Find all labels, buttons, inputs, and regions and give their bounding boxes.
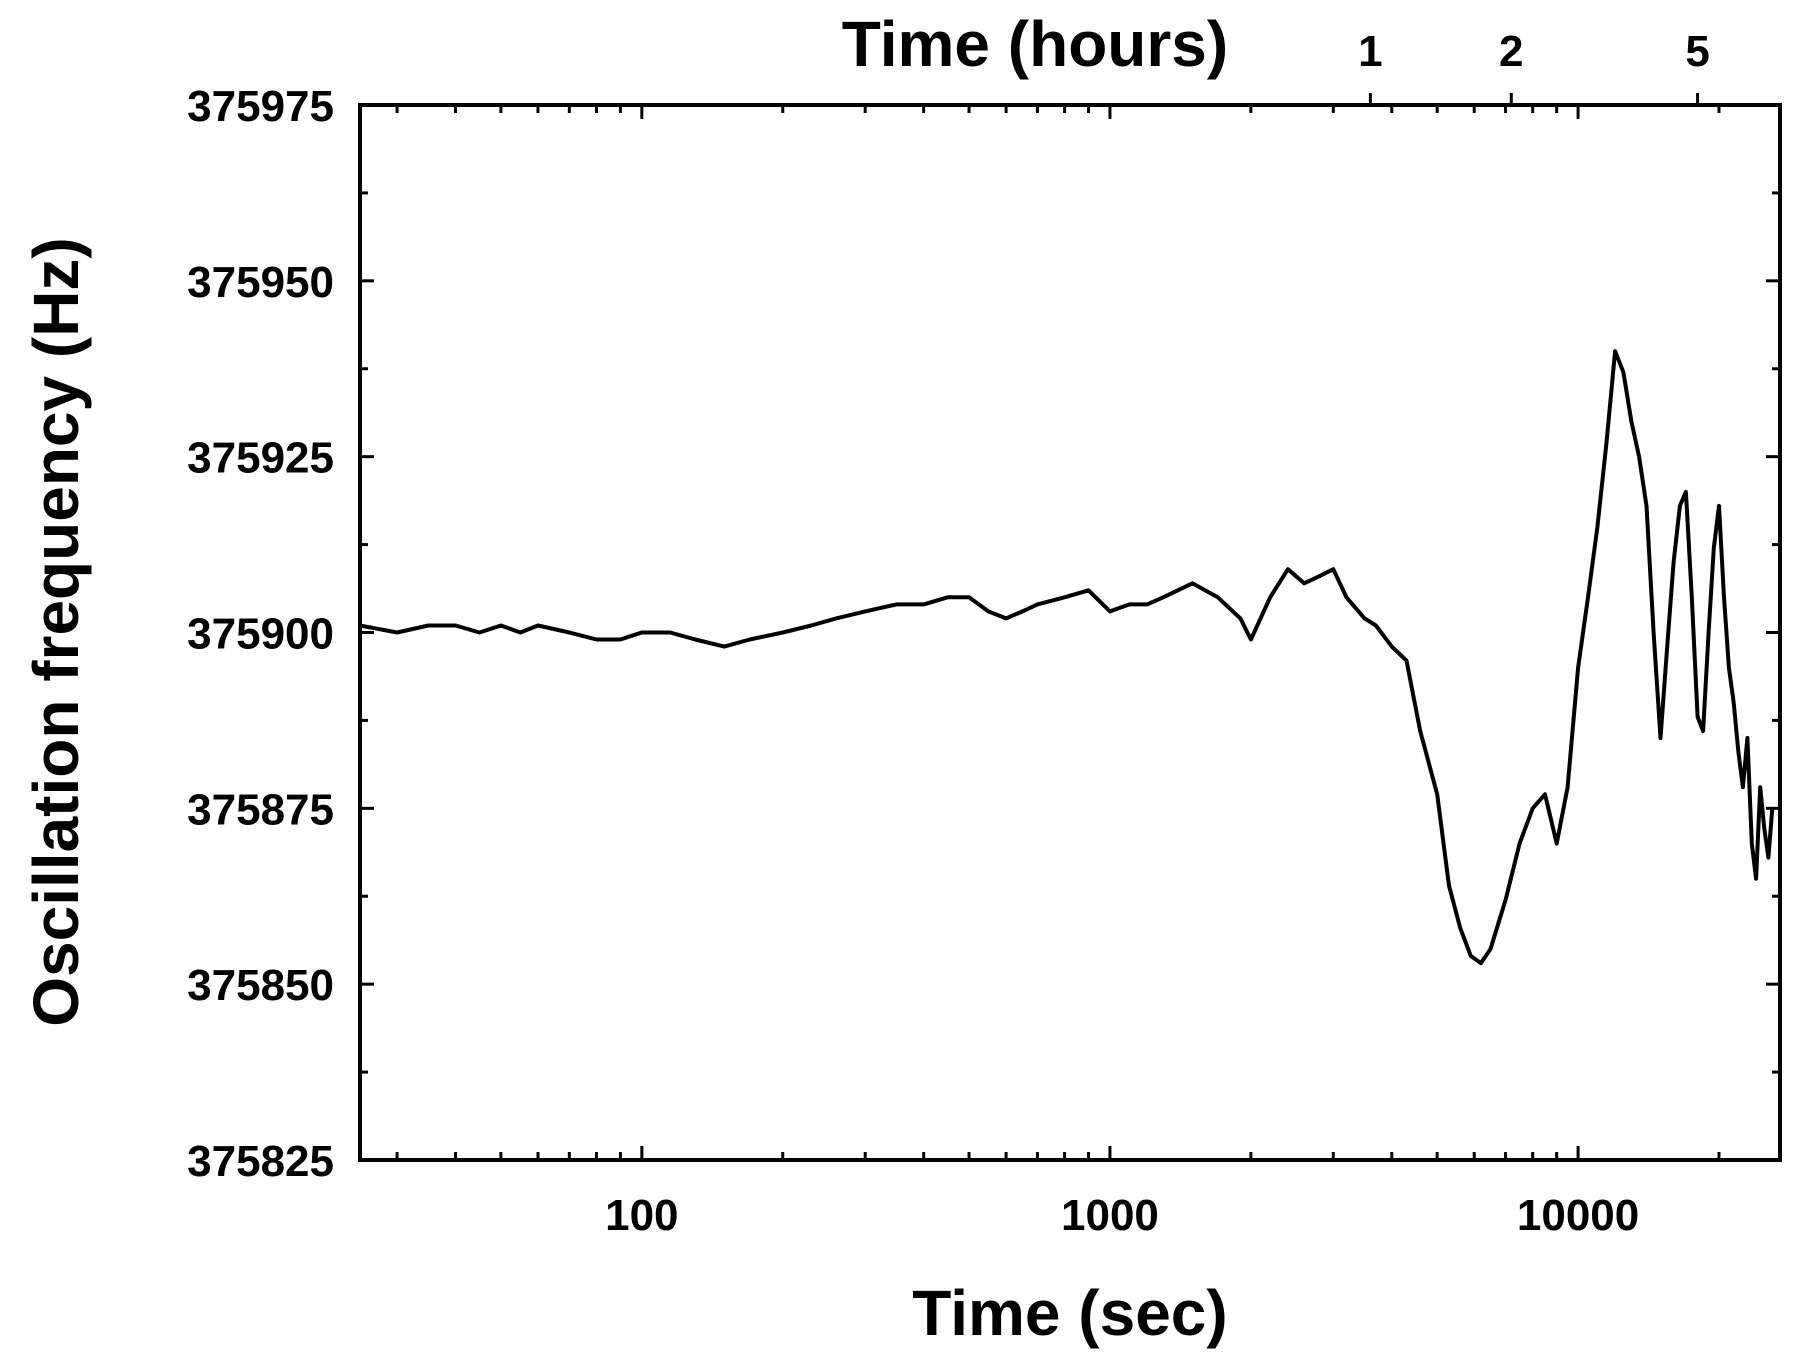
y-axis-title: Oscillation frequency (Hz) xyxy=(20,237,92,1026)
y-tick-label: 375875 xyxy=(187,785,334,834)
x-tick-label: 10000 xyxy=(1517,1191,1639,1240)
top-hour-tick-label: 5 xyxy=(1685,27,1709,76)
y-tick-label: 375900 xyxy=(187,610,334,659)
x-axis-title: Time (sec) xyxy=(912,1277,1227,1349)
tick-labels: 375825 375850 375875 375900 375925 375950 3759… xyxy=(187,27,1710,1240)
y-tick-label: 375825 xyxy=(187,1137,334,1186)
frequency-series-line xyxy=(359,349,1775,966)
x-tick-label: 100 xyxy=(605,1191,678,1240)
series-layer xyxy=(359,349,1775,966)
top-hour-tick-label: 1 xyxy=(1358,27,1382,76)
y-tick-label: 375925 xyxy=(187,434,334,483)
x-tick-label: 1000 xyxy=(1061,1191,1159,1240)
y-tick-label: 375850 xyxy=(187,961,334,1010)
top-axis-title: Time (hours) xyxy=(842,8,1228,80)
top-hour-tick-label: 2 xyxy=(1499,27,1523,76)
y-tick-label: 375950 xyxy=(187,258,334,307)
y-tick-label: 375975 xyxy=(187,82,334,131)
tick-marks xyxy=(360,93,1780,1162)
